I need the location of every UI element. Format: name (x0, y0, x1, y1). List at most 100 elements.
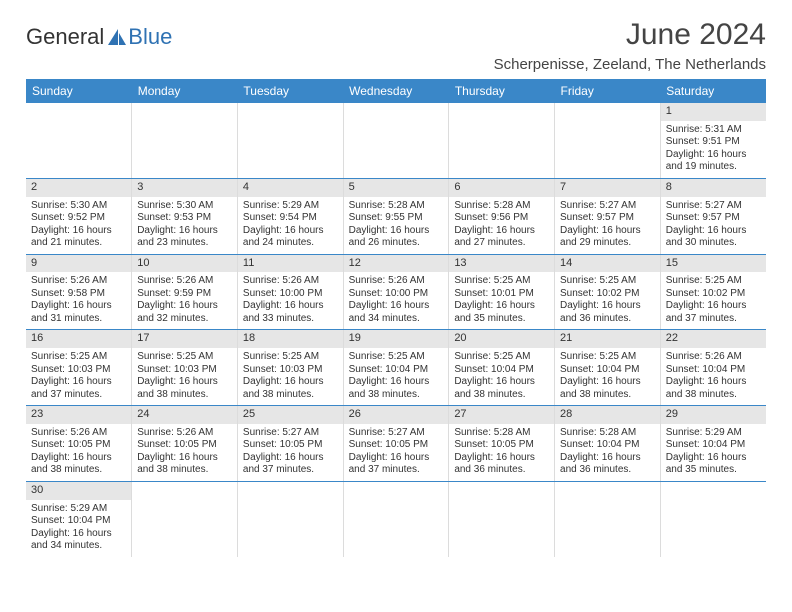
calendar-cell: 30Sunrise: 5:29 AMSunset: 10:04 PMDaylig… (26, 481, 132, 556)
day-number: 11 (238, 255, 343, 273)
day-details: Sunrise: 5:25 AMSunset: 10:04 PMDaylight… (555, 348, 660, 405)
day-details: Sunrise: 5:27 AMSunset: 10:05 PMDaylight… (238, 424, 343, 481)
calendar-cell: 1Sunrise: 5:31 AMSunset: 9:51 PMDaylight… (660, 103, 766, 178)
calendar-row: 9Sunrise: 5:26 AMSunset: 9:58 PMDaylight… (26, 254, 766, 330)
calendar-cell (555, 103, 661, 178)
calendar-cell: 19Sunrise: 5:25 AMSunset: 10:04 PMDaylig… (343, 330, 449, 406)
calendar-cell: 25Sunrise: 5:27 AMSunset: 10:05 PMDaylig… (237, 406, 343, 482)
calendar-cell (132, 481, 238, 556)
day-number: 19 (344, 330, 449, 348)
day-number: 16 (26, 330, 131, 348)
calendar-cell: 27Sunrise: 5:28 AMSunset: 10:05 PMDaylig… (449, 406, 555, 482)
calendar-cell: 16Sunrise: 5:25 AMSunset: 10:03 PMDaylig… (26, 330, 132, 406)
calendar-cell: 22Sunrise: 5:26 AMSunset: 10:04 PMDaylig… (660, 330, 766, 406)
calendar-table: SundayMondayTuesdayWednesdayThursdayFrid… (26, 79, 766, 557)
location-text: Scherpenisse, Zeeland, The Netherlands (494, 56, 766, 73)
calendar-cell (132, 103, 238, 178)
day-number: 6 (449, 179, 554, 197)
brand-sail-icon (106, 27, 128, 47)
day-number: 26 (344, 406, 449, 424)
calendar-cell (237, 103, 343, 178)
calendar-cell (343, 481, 449, 556)
calendar-cell (449, 103, 555, 178)
calendar-header-row: SundayMondayTuesdayWednesdayThursdayFrid… (26, 79, 766, 103)
calendar-cell: 13Sunrise: 5:25 AMSunset: 10:01 PMDaylig… (449, 254, 555, 330)
calendar-row: 16Sunrise: 5:25 AMSunset: 10:03 PMDaylig… (26, 330, 766, 406)
day-details: Sunrise: 5:28 AMSunset: 9:55 PMDaylight:… (344, 197, 449, 254)
day-details: Sunrise: 5:29 AMSunset: 10:04 PMDaylight… (26, 500, 131, 557)
day-number: 25 (238, 406, 343, 424)
day-number: 21 (555, 330, 660, 348)
day-details: Sunrise: 5:29 AMSunset: 9:54 PMDaylight:… (238, 197, 343, 254)
calendar-cell: 5Sunrise: 5:28 AMSunset: 9:55 PMDaylight… (343, 178, 449, 254)
day-number: 18 (238, 330, 343, 348)
day-number: 15 (661, 255, 766, 273)
day-number: 1 (661, 103, 766, 121)
calendar-cell: 6Sunrise: 5:28 AMSunset: 9:56 PMDaylight… (449, 178, 555, 254)
day-number: 14 (555, 255, 660, 273)
day-number: 23 (26, 406, 131, 424)
day-details: Sunrise: 5:25 AMSunset: 10:01 PMDaylight… (449, 272, 554, 329)
calendar-cell: 7Sunrise: 5:27 AMSunset: 9:57 PMDaylight… (555, 178, 661, 254)
calendar-cell (343, 103, 449, 178)
day-number: 10 (132, 255, 237, 273)
calendar-row: 23Sunrise: 5:26 AMSunset: 10:05 PMDaylig… (26, 406, 766, 482)
calendar-cell (237, 481, 343, 556)
day-details: Sunrise: 5:31 AMSunset: 9:51 PMDaylight:… (661, 121, 766, 178)
calendar-cell: 12Sunrise: 5:26 AMSunset: 10:00 PMDaylig… (343, 254, 449, 330)
calendar-cell: 2Sunrise: 5:30 AMSunset: 9:52 PMDaylight… (26, 178, 132, 254)
calendar-cell (660, 481, 766, 556)
day-number: 29 (661, 406, 766, 424)
calendar-cell: 4Sunrise: 5:29 AMSunset: 9:54 PMDaylight… (237, 178, 343, 254)
day-details: Sunrise: 5:26 AMSunset: 10:05 PMDaylight… (132, 424, 237, 481)
day-header: Saturday (660, 79, 766, 103)
day-details: Sunrise: 5:25 AMSunset: 10:03 PMDaylight… (238, 348, 343, 405)
day-number: 27 (449, 406, 554, 424)
day-number: 9 (26, 255, 131, 273)
month-title: June 2024 (494, 18, 766, 52)
day-details: Sunrise: 5:30 AMSunset: 9:53 PMDaylight:… (132, 197, 237, 254)
day-number: 30 (26, 482, 131, 500)
day-number: 5 (344, 179, 449, 197)
day-number: 3 (132, 179, 237, 197)
day-header: Thursday (449, 79, 555, 103)
day-details: Sunrise: 5:26 AMSunset: 9:59 PMDaylight:… (132, 272, 237, 329)
day-details: Sunrise: 5:25 AMSunset: 10:02 PMDaylight… (555, 272, 660, 329)
calendar-cell: 17Sunrise: 5:25 AMSunset: 10:03 PMDaylig… (132, 330, 238, 406)
day-number: 2 (26, 179, 131, 197)
calendar-cell: 21Sunrise: 5:25 AMSunset: 10:04 PMDaylig… (555, 330, 661, 406)
day-number: 4 (238, 179, 343, 197)
day-number: 20 (449, 330, 554, 348)
day-header: Monday (132, 79, 238, 103)
day-number: 13 (449, 255, 554, 273)
day-number: 8 (661, 179, 766, 197)
day-details: Sunrise: 5:29 AMSunset: 10:04 PMDaylight… (661, 424, 766, 481)
day-details: Sunrise: 5:25 AMSunset: 10:03 PMDaylight… (26, 348, 131, 405)
day-header: Sunday (26, 79, 132, 103)
day-details: Sunrise: 5:27 AMSunset: 9:57 PMDaylight:… (661, 197, 766, 254)
day-details: Sunrise: 5:26 AMSunset: 10:00 PMDaylight… (238, 272, 343, 329)
day-header: Friday (555, 79, 661, 103)
day-number: 22 (661, 330, 766, 348)
calendar-cell: 26Sunrise: 5:27 AMSunset: 10:05 PMDaylig… (343, 406, 449, 482)
brand-text-1: General (26, 24, 104, 50)
day-details: Sunrise: 5:25 AMSunset: 10:04 PMDaylight… (344, 348, 449, 405)
calendar-row: 1Sunrise: 5:31 AMSunset: 9:51 PMDaylight… (26, 103, 766, 178)
day-details: Sunrise: 5:26 AMSunset: 10:05 PMDaylight… (26, 424, 131, 481)
calendar-cell: 15Sunrise: 5:25 AMSunset: 10:02 PMDaylig… (660, 254, 766, 330)
calendar-cell: 9Sunrise: 5:26 AMSunset: 9:58 PMDaylight… (26, 254, 132, 330)
day-number: 17 (132, 330, 237, 348)
calendar-cell: 28Sunrise: 5:28 AMSunset: 10:04 PMDaylig… (555, 406, 661, 482)
calendar-cell: 24Sunrise: 5:26 AMSunset: 10:05 PMDaylig… (132, 406, 238, 482)
calendar-cell: 20Sunrise: 5:25 AMSunset: 10:04 PMDaylig… (449, 330, 555, 406)
day-number: 28 (555, 406, 660, 424)
brand-text-2: Blue (128, 24, 172, 50)
day-header: Wednesday (343, 79, 449, 103)
day-details: Sunrise: 5:28 AMSunset: 9:56 PMDaylight:… (449, 197, 554, 254)
day-details: Sunrise: 5:25 AMSunset: 10:02 PMDaylight… (661, 272, 766, 329)
title-block: June 2024 Scherpenisse, Zeeland, The Net… (494, 18, 766, 73)
day-details: Sunrise: 5:30 AMSunset: 9:52 PMDaylight:… (26, 197, 131, 254)
day-number: 7 (555, 179, 660, 197)
day-details: Sunrise: 5:25 AMSunset: 10:04 PMDaylight… (449, 348, 554, 405)
day-header: Tuesday (237, 79, 343, 103)
